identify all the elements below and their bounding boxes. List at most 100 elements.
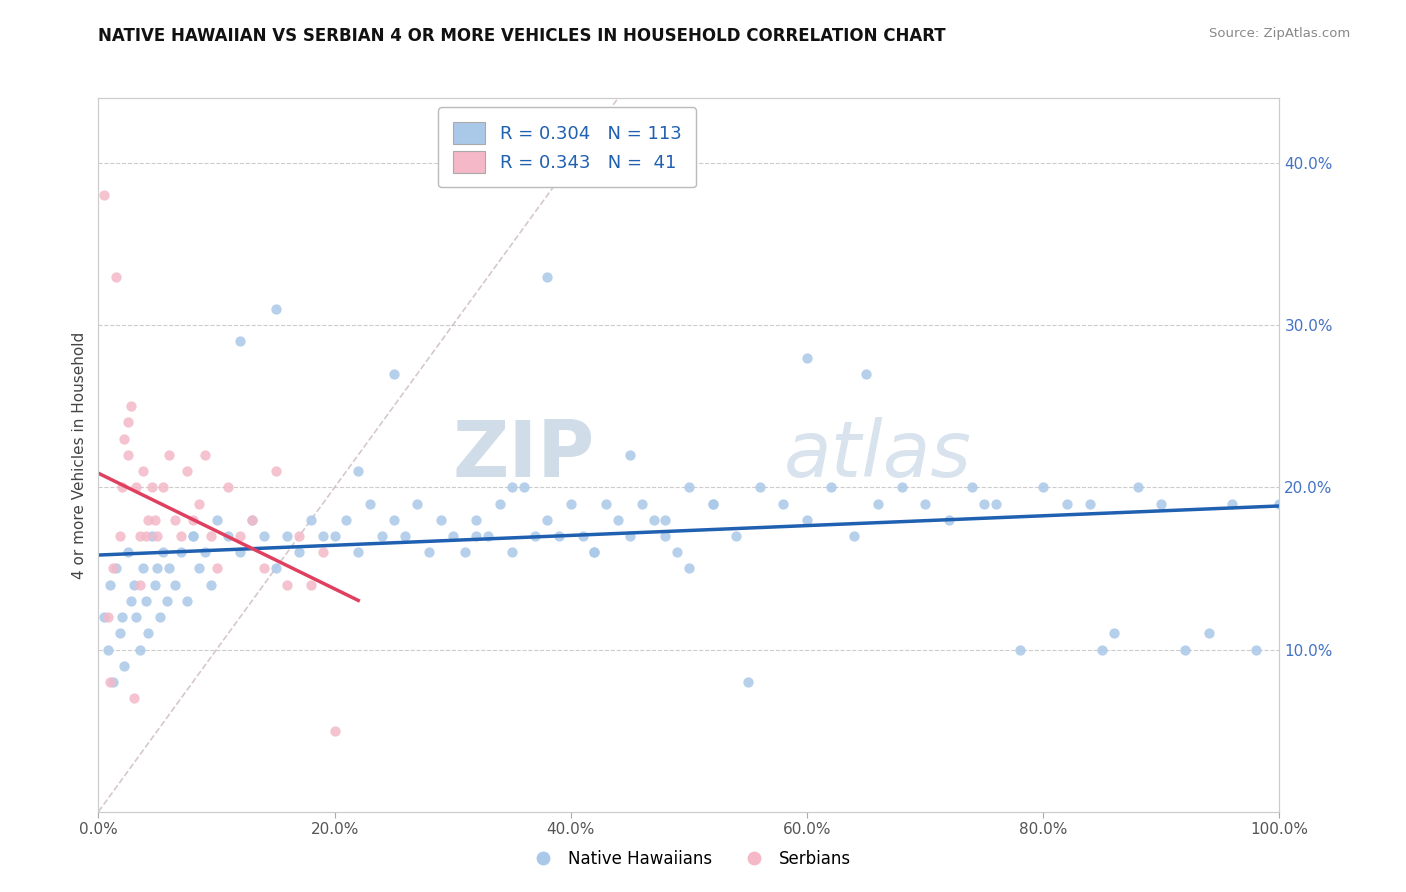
- Point: [98, 577, 121, 591]
- Point: [128, 642, 150, 657]
- Point: [1102, 626, 1125, 640]
- Point: [111, 610, 134, 624]
- Point: [1198, 626, 1220, 640]
- Point: [938, 513, 960, 527]
- Point: [441, 529, 464, 543]
- Point: [1220, 497, 1243, 511]
- Point: [187, 561, 209, 575]
- Point: [135, 529, 157, 543]
- Point: [170, 545, 193, 559]
- Text: ZIP: ZIP: [453, 417, 595, 493]
- Point: [253, 529, 276, 543]
- Point: [477, 529, 499, 543]
- Point: [98, 675, 121, 690]
- Point: [1032, 480, 1054, 494]
- Point: [702, 497, 724, 511]
- Point: [108, 626, 131, 640]
- Point: [1080, 497, 1102, 511]
- Point: [1056, 497, 1078, 511]
- Point: [205, 561, 228, 575]
- Point: [312, 529, 335, 543]
- Point: [217, 480, 239, 494]
- Point: [253, 561, 276, 575]
- Point: [122, 691, 145, 706]
- Point: [299, 513, 322, 527]
- Point: [128, 529, 150, 543]
- Point: [772, 497, 794, 511]
- Point: [1150, 497, 1173, 511]
- Point: [725, 529, 748, 543]
- Point: [1174, 642, 1197, 657]
- Point: [141, 480, 163, 494]
- Point: [465, 529, 488, 543]
- Point: [229, 545, 252, 559]
- Point: [121, 399, 143, 413]
- Point: [229, 529, 252, 543]
- Point: [125, 610, 148, 624]
- Point: [152, 480, 174, 494]
- Point: [117, 416, 139, 430]
- Point: [149, 610, 172, 624]
- Point: [264, 301, 287, 316]
- Point: [136, 513, 159, 527]
- Point: [132, 464, 155, 478]
- Point: [112, 432, 135, 446]
- Point: [117, 545, 139, 559]
- Point: [152, 545, 174, 559]
- Point: [536, 513, 558, 527]
- Point: [101, 561, 124, 575]
- Point: [143, 577, 166, 591]
- Point: [962, 480, 984, 494]
- Point: [323, 529, 346, 543]
- Point: [654, 513, 676, 527]
- Point: [97, 642, 120, 657]
- Point: [264, 561, 287, 575]
- Point: [560, 497, 582, 511]
- Point: [1126, 480, 1149, 494]
- Point: [157, 448, 180, 462]
- Point: [501, 545, 523, 559]
- Point: [678, 561, 700, 575]
- Point: [796, 351, 818, 365]
- Point: [489, 497, 512, 511]
- Legend: Native Hawaiians, Serbians: Native Hawaiians, Serbians: [520, 844, 858, 875]
- Point: [702, 497, 724, 511]
- Point: [143, 513, 166, 527]
- Point: [157, 561, 180, 575]
- Point: [187, 497, 209, 511]
- Point: [583, 545, 606, 559]
- Point: [205, 513, 228, 527]
- Point: [973, 497, 995, 511]
- Point: [796, 513, 818, 527]
- Point: [607, 513, 630, 527]
- Point: [619, 529, 641, 543]
- Point: [347, 545, 370, 559]
- Point: [465, 513, 488, 527]
- Point: [748, 480, 770, 494]
- Point: [1091, 642, 1114, 657]
- Point: [105, 561, 128, 575]
- Point: [117, 448, 139, 462]
- Point: [394, 529, 416, 543]
- Point: [128, 577, 150, 591]
- Point: [181, 513, 204, 527]
- Point: [312, 545, 335, 559]
- Point: [97, 610, 120, 624]
- Point: [359, 497, 381, 511]
- Point: [176, 464, 198, 478]
- Point: [571, 529, 593, 543]
- Point: [194, 545, 217, 559]
- Point: [866, 497, 889, 511]
- Point: [229, 334, 252, 349]
- Point: [170, 529, 193, 543]
- Point: [890, 480, 912, 494]
- Point: [264, 464, 287, 478]
- Point: [501, 480, 523, 494]
- Point: [1268, 497, 1291, 511]
- Point: [108, 529, 131, 543]
- Point: [165, 577, 187, 591]
- Point: [630, 497, 652, 511]
- Point: [156, 594, 179, 608]
- Point: [200, 529, 222, 543]
- Point: [820, 480, 842, 494]
